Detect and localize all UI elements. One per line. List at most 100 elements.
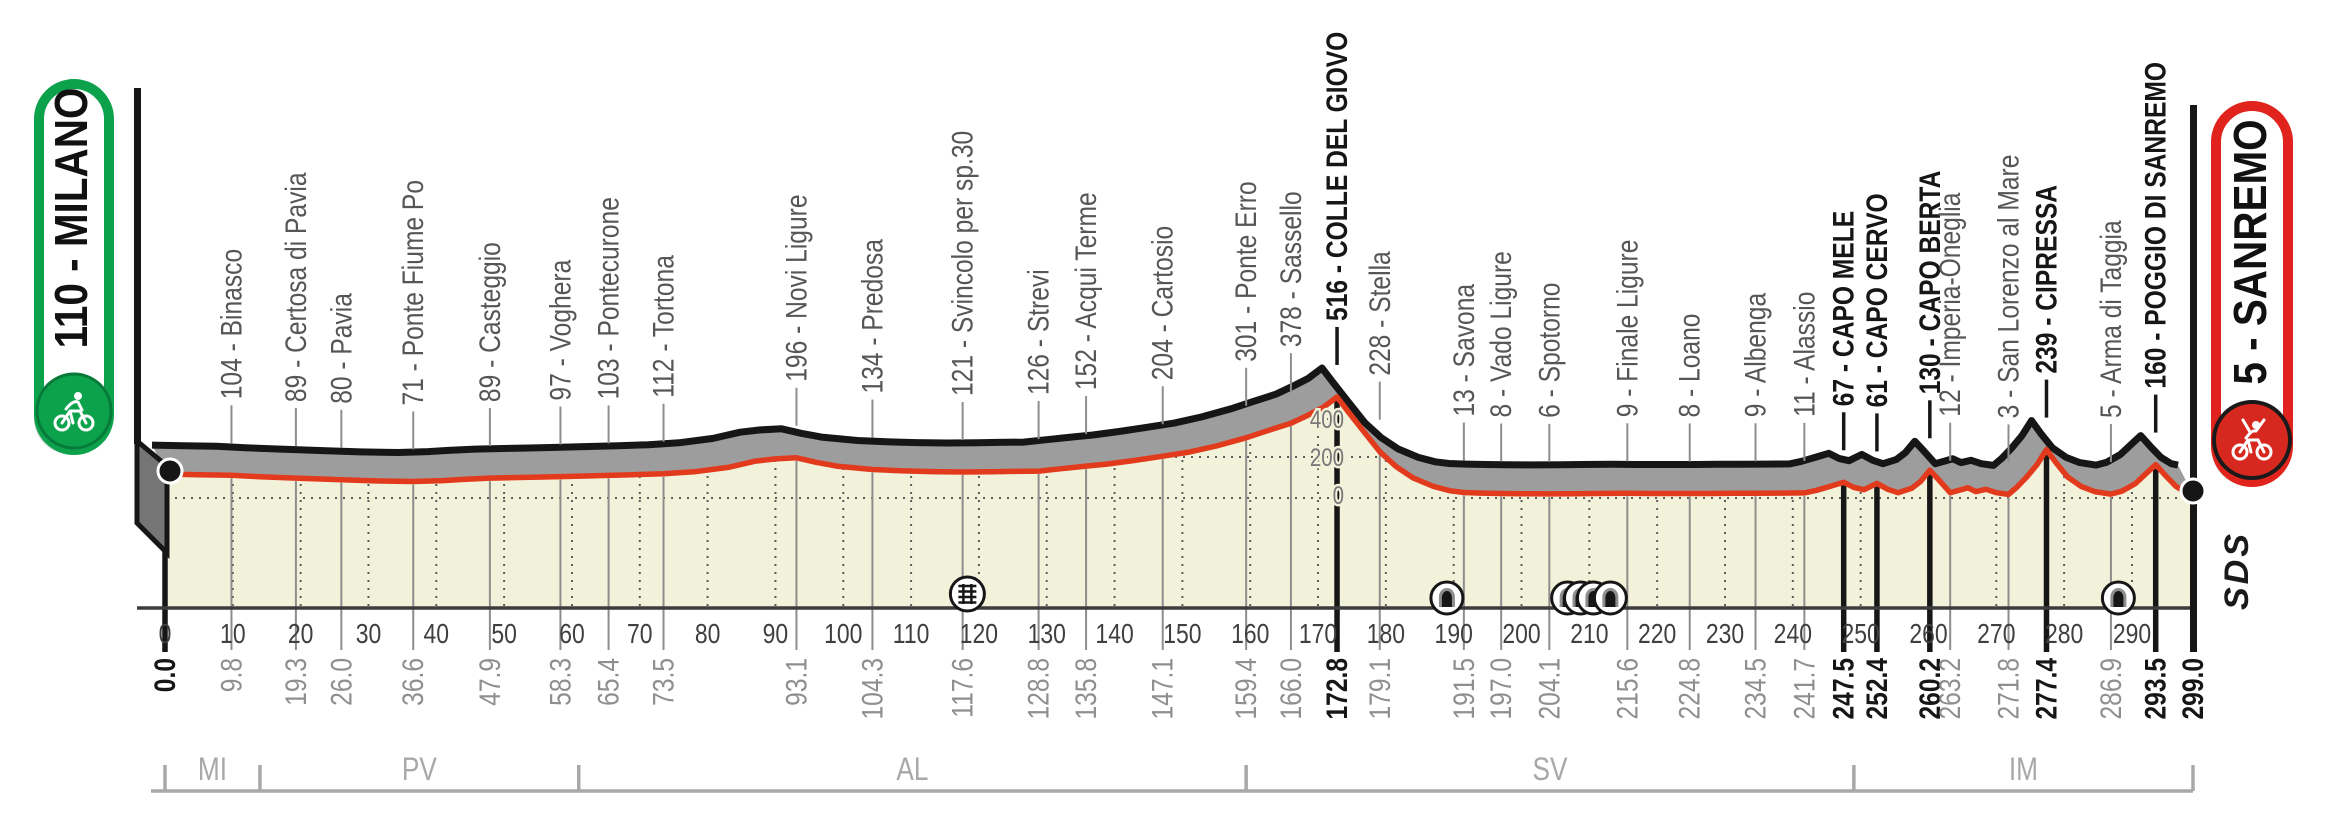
waypoint-label: 8 - Loano [1672, 314, 1706, 418]
waypoint-label: 3 - San Lorenzo al Mare [1991, 155, 2025, 419]
waypoint-label: 516 - COLLE DEL GIOVO [1320, 32, 1354, 321]
waypoint-label: 204 - Cartosio [1145, 226, 1179, 380]
waypoint-label: 89 - Casteggio [473, 242, 507, 402]
profile-line [166, 394, 2194, 498]
waypoint-label: 89 - Certosa di Pavia [279, 172, 313, 402]
km-tick-label: 90 [763, 619, 789, 650]
waypoint-distance-label: 215.6 [1610, 658, 1644, 720]
waypoint-distance-label: 73.5 [646, 658, 680, 706]
waypoint-label: 228 - Stella [1362, 251, 1396, 376]
waypoint-distance-label: 247.5 [1826, 658, 1860, 720]
elevation-tick-label: 400 [1310, 405, 1344, 433]
waypoint-distance-label: 277.4 [2029, 657, 2063, 719]
waypoint-label: 5 - Arma di Taggia [2094, 220, 2128, 418]
km-tick-label: 190 [1435, 619, 1473, 650]
waypoint-label: 196 - Novi Ligure [779, 194, 813, 381]
waypoint-label: 378 - Sassello [1274, 191, 1308, 347]
waypoint-label: 239 - CIPRESSA [2029, 185, 2063, 374]
km-tick-label: 170 [1299, 619, 1337, 650]
tunnel-icon-arch [2113, 591, 2124, 607]
waypoint-distance-label: 65.4 [591, 658, 625, 706]
waypoint-distance-label: 179.1 [1362, 658, 1396, 720]
waypoint-distance-label: 204.1 [1532, 658, 1566, 720]
elevation-tick-label: 0 [1333, 481, 1344, 509]
km-tick-label: 290 [2113, 619, 2151, 650]
km-tick-label: 250 [1842, 619, 1880, 650]
waypoint-label: 103 - Pontecurone [591, 197, 625, 399]
km-tick-label: 10 [220, 619, 246, 650]
waypoint-distance-label: 191.5 [1447, 658, 1481, 720]
waypoint-distance-label: 260.2 [1912, 658, 1946, 720]
waypoint-distance-label: 241.7 [1787, 658, 1821, 720]
waypoint-distance-label: 271.8 [1991, 658, 2025, 720]
waypoint-distance-label: 104.3 [855, 658, 889, 720]
km-tick-label: 70 [627, 619, 653, 650]
waypoint-distance-label: 286.9 [2094, 658, 2128, 720]
waypoint-distance-label: 166.0 [1274, 658, 1308, 720]
waypoint-label: 9 - Finale Ligure [1610, 240, 1644, 418]
sds-logo: SDS [2218, 531, 2256, 610]
province-label: MI [198, 753, 227, 788]
waypoint-distance-label: 299.0 [2176, 658, 2210, 720]
waypoint-label: 104 - Binasco [214, 249, 248, 399]
waypoint-distance-label: 58.3 [543, 658, 577, 706]
km-tick-label: 260 [1909, 619, 1947, 650]
waypoint-distance-label: 9.8 [214, 658, 248, 692]
province-label: SV [1533, 753, 1568, 788]
km-tick-label: 60 [559, 619, 585, 650]
km-tick-label: 50 [491, 619, 517, 650]
km-tick-label: 220 [1638, 619, 1676, 650]
waypoint-distance-label: 19.3 [279, 658, 313, 706]
km-tick-label: 160 [1231, 619, 1269, 650]
waypoint-label: 301 - Ponte Erro [1229, 181, 1263, 361]
level-crossing-icon [948, 575, 986, 613]
km-tick-label: 0 [159, 619, 172, 650]
finish-badge [2211, 101, 2293, 487]
waypoint-distance-label: 147.1 [1145, 658, 1179, 720]
profile-ribbon [152, 368, 2193, 495]
profile-area [167, 397, 2193, 608]
km-tick-label: 100 [824, 619, 862, 650]
waypoint-label: 130 - CAPO BERTA [1912, 170, 1946, 394]
waypoint-distance-label: 197.0 [1484, 658, 1518, 720]
start-line [134, 88, 141, 444]
waypoint-distance-label: 252.4 [1860, 657, 1894, 719]
km-tick-label: 20 [288, 619, 314, 650]
km-tick-label: 180 [1367, 619, 1405, 650]
km-tick-label: 150 [1163, 619, 1201, 650]
finish-dot [2179, 477, 2207, 505]
km-tick-label: 110 [893, 619, 930, 650]
waypoint-distance-label: 47.9 [473, 658, 507, 706]
km-tick-label: 140 [1095, 619, 1133, 650]
waypoint-distance-label: 135.8 [1069, 658, 1103, 720]
cyclist-icon [53, 392, 95, 432]
waypoint-distance-label: 293.5 [2138, 658, 2172, 720]
waypoint-label: 71 - Ponte Fiume Po [396, 180, 430, 406]
waypoint-distance-label: 263.2 [1933, 658, 1967, 720]
km-tick-label: 130 [1028, 619, 1066, 650]
waypoint-label: 11 - Alassio [1787, 292, 1821, 417]
waypoint-label: 126 - Strevi [1021, 269, 1055, 395]
province-label: AL [896, 753, 928, 788]
waypoint-distance-label: 26.0 [324, 658, 358, 706]
finish-badge-label: 5 - SANREMO [2226, 119, 2277, 384]
km-tick-label: 210 [1570, 619, 1608, 650]
cyclist-winner-icon [2231, 418, 2273, 461]
km-tick-label: 40 [424, 619, 450, 650]
province-label: PV [402, 753, 437, 788]
waypoint-distance-label: 36.6 [396, 658, 430, 706]
waypoint-distance-label: 128.8 [1021, 658, 1055, 720]
waypoint-label: 61 - CAPO CERVO [1860, 193, 1894, 407]
waypoint-distance-label: 93.1 [779, 658, 813, 706]
waypoint-label: 12 - Imperia-Oneglia [1933, 192, 1967, 417]
waypoint-distance-label: 172.8 [1320, 658, 1354, 720]
km-tick-label: 30 [356, 619, 382, 650]
waypoint-label: 13 - Savona [1447, 283, 1481, 416]
start-badge [34, 79, 114, 455]
profile-top-edge [151, 364, 2179, 469]
waypoint-label: 80 - Pavia [324, 292, 358, 403]
waypoint-label: 6 - Spotorno [1532, 283, 1566, 418]
km-tick-label: 280 [2045, 619, 2083, 650]
